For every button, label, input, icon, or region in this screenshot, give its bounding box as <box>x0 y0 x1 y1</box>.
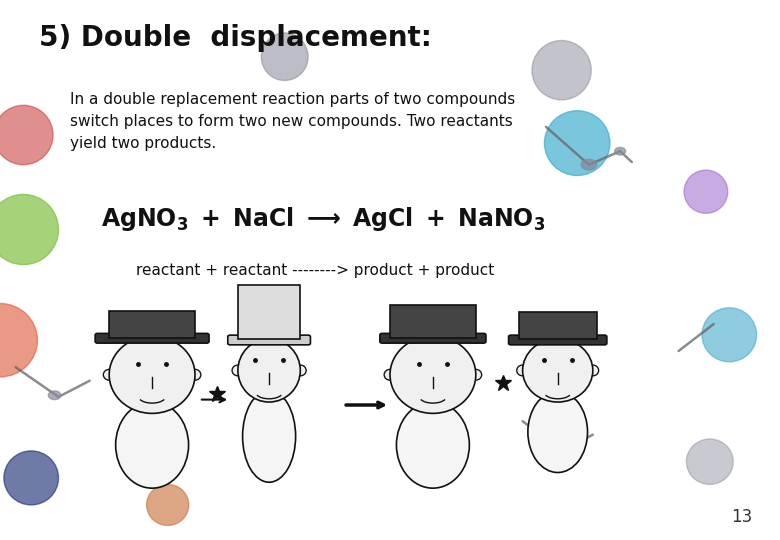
Ellipse shape <box>238 339 300 402</box>
Text: 13: 13 <box>732 509 753 526</box>
FancyBboxPatch shape <box>228 335 310 345</box>
Ellipse shape <box>544 111 610 176</box>
Ellipse shape <box>294 365 306 376</box>
Text: 5) Double  displacement:: 5) Double displacement: <box>39 24 432 52</box>
FancyBboxPatch shape <box>109 310 195 338</box>
Ellipse shape <box>396 402 470 488</box>
FancyBboxPatch shape <box>380 333 486 343</box>
FancyBboxPatch shape <box>95 333 209 343</box>
FancyBboxPatch shape <box>519 313 597 340</box>
Ellipse shape <box>0 303 37 377</box>
Ellipse shape <box>0 194 58 265</box>
Ellipse shape <box>261 33 308 80</box>
Text: In a double replacement reaction parts of two compounds
switch places to form tw: In a double replacement reaction parts o… <box>70 92 516 151</box>
Ellipse shape <box>532 40 591 100</box>
Circle shape <box>581 159 597 170</box>
Ellipse shape <box>115 402 189 488</box>
Ellipse shape <box>684 170 728 213</box>
Ellipse shape <box>523 339 593 402</box>
Ellipse shape <box>243 390 296 482</box>
Ellipse shape <box>528 392 587 472</box>
Ellipse shape <box>516 365 528 376</box>
Ellipse shape <box>189 369 201 380</box>
Ellipse shape <box>0 105 53 165</box>
FancyBboxPatch shape <box>509 335 607 345</box>
Text: $\mathbf{AgNO_3}$$\mathbf{\ +\ NaCl\ }$$\mathbf{\longrightarrow}$$\mathbf{\ AgCl: $\mathbf{AgNO_3}$$\mathbf{\ +\ NaCl\ }$$… <box>101 205 546 233</box>
Ellipse shape <box>232 365 243 376</box>
Ellipse shape <box>390 336 476 414</box>
Circle shape <box>615 147 626 155</box>
Ellipse shape <box>384 369 396 380</box>
Ellipse shape <box>104 369 115 380</box>
Circle shape <box>555 447 568 455</box>
Ellipse shape <box>587 365 599 376</box>
Ellipse shape <box>109 336 195 414</box>
Ellipse shape <box>470 369 482 380</box>
FancyBboxPatch shape <box>390 305 476 338</box>
Ellipse shape <box>147 484 189 525</box>
Circle shape <box>48 391 61 400</box>
Ellipse shape <box>4 451 58 505</box>
Text: reactant + reactant --------> product + product: reactant + reactant --------> product + … <box>136 262 495 278</box>
Ellipse shape <box>686 439 733 484</box>
Ellipse shape <box>702 308 757 362</box>
FancyBboxPatch shape <box>238 286 300 340</box>
